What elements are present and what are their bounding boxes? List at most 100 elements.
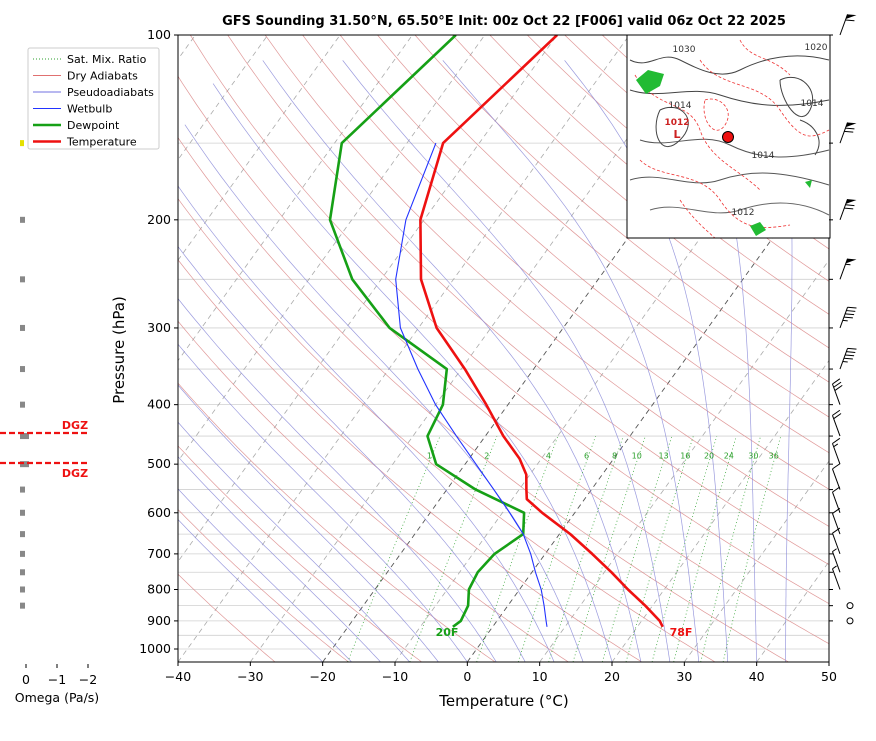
- dry-adiabat: [377, 35, 829, 418]
- x-tick-label: −10: [382, 669, 408, 684]
- isotherm: [611, 359, 829, 662]
- dry-adiabat: [864, 35, 876, 662]
- dry-adiabat: [452, 35, 829, 349]
- x-tick-label: 0: [463, 669, 471, 684]
- pseudoadiabat: [178, 384, 439, 662]
- wind-barb-flag: [832, 409, 841, 416]
- wind-barb-staff: [839, 198, 848, 221]
- omega-bar: [20, 433, 29, 440]
- omega-bar: [20, 586, 25, 593]
- wind-barb: [829, 409, 842, 437]
- omega-bar: [20, 550, 25, 557]
- pseudoadiabat: [442, 60, 700, 662]
- dry-adiabat: [227, 35, 829, 566]
- dry-adiabat: [489, 35, 829, 315]
- wind-barb-halfflag: [832, 548, 837, 553]
- mixing-ratio-label: 1: [427, 451, 432, 460]
- x-tick-label: −30: [237, 669, 263, 684]
- pseudoadiabat: [178, 421, 410, 662]
- wind-barb: [829, 527, 841, 555]
- plot-frame: [177, 34, 830, 663]
- wind-barb: [829, 378, 843, 406]
- wind-barb: [829, 122, 857, 144]
- pseudoadiabat: [178, 298, 497, 662]
- dgz-label-bottom: DGZ: [62, 467, 88, 480]
- wind-barb-flag: [845, 354, 855, 357]
- dry-adiabat: [178, 259, 642, 662]
- wind-barb-staff: [832, 568, 841, 590]
- wind-barb: [829, 306, 857, 329]
- dry-adiabat: [414, 35, 829, 383]
- pseudoadiabats: [178, 60, 793, 662]
- mixing-ratio-line: [673, 435, 737, 662]
- y-axis-label: Pressure (hPa): [110, 296, 128, 404]
- calm-circle: [846, 617, 854, 625]
- wind-barb-staff: [832, 468, 841, 490]
- wind-barb-flag: [845, 313, 855, 316]
- wind-barb-flag: [847, 306, 857, 309]
- dry-adiabat: [302, 35, 829, 490]
- wind-barb: [829, 602, 854, 610]
- x-tick-label: 50: [821, 669, 837, 684]
- legend: Sat. Mix. Ratio Dry Adiabats Pseudoadiabat…: [27, 47, 160, 150]
- dry-adiabat: [178, 382, 496, 662]
- map-label-1014-a: 1014: [669, 101, 692, 111]
- series-wetbulb-line: [395, 142, 548, 627]
- legend-entry: Temperature: [66, 136, 137, 149]
- y-tick-label: 500: [147, 456, 171, 471]
- wind-barb-staff: [839, 14, 848, 36]
- dry-adiabat: [339, 35, 829, 454]
- y-tick-label: 200: [147, 212, 171, 227]
- map-label-1012-bottom: 1012: [732, 208, 755, 218]
- wind-barb-flag: [832, 378, 841, 385]
- omega-tick-neg1: −1: [48, 672, 66, 687]
- mixing-ratio-label: 36: [769, 451, 779, 460]
- wind-barb-staff: [832, 491, 841, 513]
- wind-barb-halfflag: [833, 443, 839, 448]
- y-tick-label: 300: [147, 320, 171, 335]
- pseudoadiabat: [342, 60, 671, 662]
- map-low-symbol: L: [673, 128, 680, 141]
- omega-bar: [20, 486, 25, 493]
- pseudoadiabat: [781, 60, 793, 662]
- omega-axis-label: Omega (Pa/s): [15, 690, 99, 705]
- map-label-1014-c: 1014: [801, 99, 824, 109]
- isotherm: [178, 35, 558, 563]
- chart-title: GFS Sounding 31.50°N, 65.50°E Init: 00z …: [222, 14, 786, 29]
- dgz-label-top: DGZ: [62, 419, 88, 432]
- omega-bar: [20, 602, 25, 609]
- map-location-marker: [722, 131, 734, 143]
- mixing-ratio-label: 24: [724, 451, 734, 460]
- dry-adiabat: [178, 75, 829, 645]
- omega-tick-0: 0: [22, 672, 30, 687]
- isotherm: [178, 35, 341, 261]
- map-label-1012-left: 1012: [664, 118, 689, 128]
- y-tick-label: 900: [147, 613, 171, 628]
- omega-bar: [20, 216, 25, 223]
- mixing-ratio-line: [476, 435, 559, 662]
- wind-barb-staff: [832, 513, 841, 535]
- omega-bar: [20, 366, 25, 373]
- wind-barb-flag: [845, 204, 855, 207]
- mixing-ratio-label: 10: [632, 451, 642, 460]
- omega-bar: [20, 531, 25, 538]
- wind-barb: [829, 347, 857, 370]
- wind-barb-flag: [832, 527, 841, 534]
- surface-dewpoint-annotation: 20F: [436, 626, 459, 639]
- map-label-1030: 1030: [673, 45, 696, 55]
- dry-adiabat: [178, 573, 276, 662]
- wind-barb: [829, 507, 841, 535]
- wind-barb-staff: [839, 348, 848, 370]
- mixing-ratio-label: 6: [584, 451, 589, 460]
- pseudoadiabat: [178, 245, 526, 662]
- wind-barb-staff: [839, 307, 848, 329]
- wind-barb-staff: [832, 533, 841, 555]
- wind-barb-flag: [843, 357, 853, 360]
- dry-adiabat: [178, 198, 716, 662]
- wind-barb: [829, 548, 841, 573]
- isotherm: [683, 460, 829, 662]
- pseudoadiabat: [687, 60, 758, 662]
- wind-barb: [829, 617, 854, 625]
